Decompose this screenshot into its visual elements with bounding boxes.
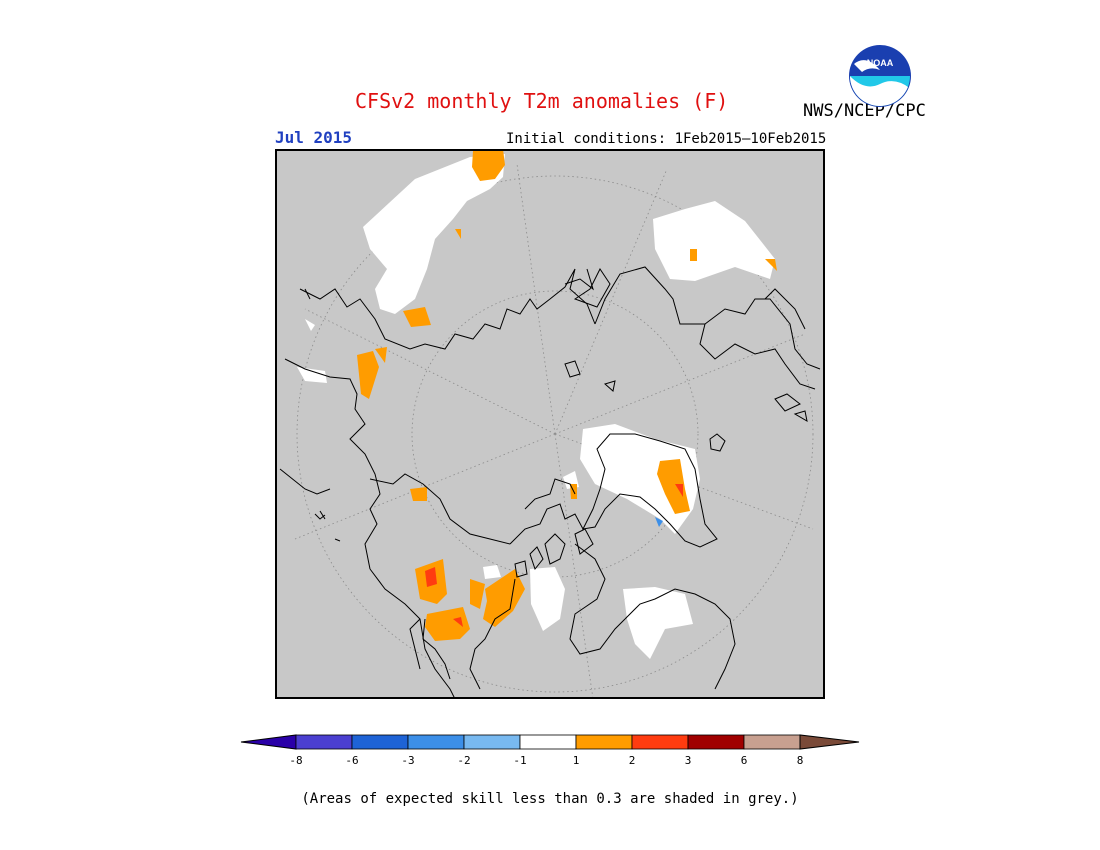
skill-footnote: (Areas of expected skill less than 0.3 a… bbox=[301, 791, 799, 807]
colorbar-swatch bbox=[687, 734, 745, 750]
colorbar-swatch bbox=[295, 734, 353, 750]
colorbar-swatch bbox=[351, 734, 409, 750]
colorbar-tick-label: -8 bbox=[289, 754, 302, 767]
polar-map bbox=[275, 149, 825, 699]
colorbar-swatch bbox=[407, 734, 465, 750]
colorbar-swatch bbox=[519, 734, 577, 750]
anomaly-2-to-3 bbox=[425, 484, 683, 627]
colorbar-arrow-high bbox=[799, 734, 860, 750]
colorbar-tick-label: -2 bbox=[457, 754, 470, 767]
colorbar-swatch bbox=[575, 734, 633, 750]
chart-title: CFSv2 monthly T2m anomalies (F) bbox=[355, 89, 729, 113]
anomaly-near-normal bbox=[297, 154, 775, 659]
colorbar-swatch bbox=[743, 734, 801, 750]
color-bar: -8 -6 -3 -2 -1 1 2 3 6 8 bbox=[240, 734, 860, 767]
coastlines bbox=[279, 266, 821, 699]
colorbar-swatch bbox=[463, 734, 521, 750]
colorbar-tick-label: 1 bbox=[573, 754, 580, 767]
colorbar-tick-label: 6 bbox=[741, 754, 748, 767]
logo-text: NOAA bbox=[867, 58, 894, 68]
colorbar-tick-label: -6 bbox=[345, 754, 358, 767]
colorbar-tick-label: 3 bbox=[685, 754, 692, 767]
agency-label: NWS/NCEP/CPC bbox=[803, 101, 926, 121]
map-frame bbox=[275, 149, 825, 699]
colorbar-tick-label: 8 bbox=[797, 754, 804, 767]
anomaly-minus-1-to-minus-2 bbox=[655, 517, 663, 527]
colorbar-swatch bbox=[631, 734, 689, 750]
colorbar-tick-label: -3 bbox=[401, 754, 414, 767]
initial-conditions: Initial conditions: 1Feb2015—10Feb2015 bbox=[506, 131, 827, 147]
forecast-month: Jul 2015 bbox=[275, 128, 353, 147]
noaa-logo: NOAA bbox=[849, 45, 911, 107]
colorbar-tick-label: -1 bbox=[513, 754, 526, 767]
colorbar-arrow-low bbox=[240, 734, 297, 750]
colorbar-tick-label: 2 bbox=[629, 754, 636, 767]
